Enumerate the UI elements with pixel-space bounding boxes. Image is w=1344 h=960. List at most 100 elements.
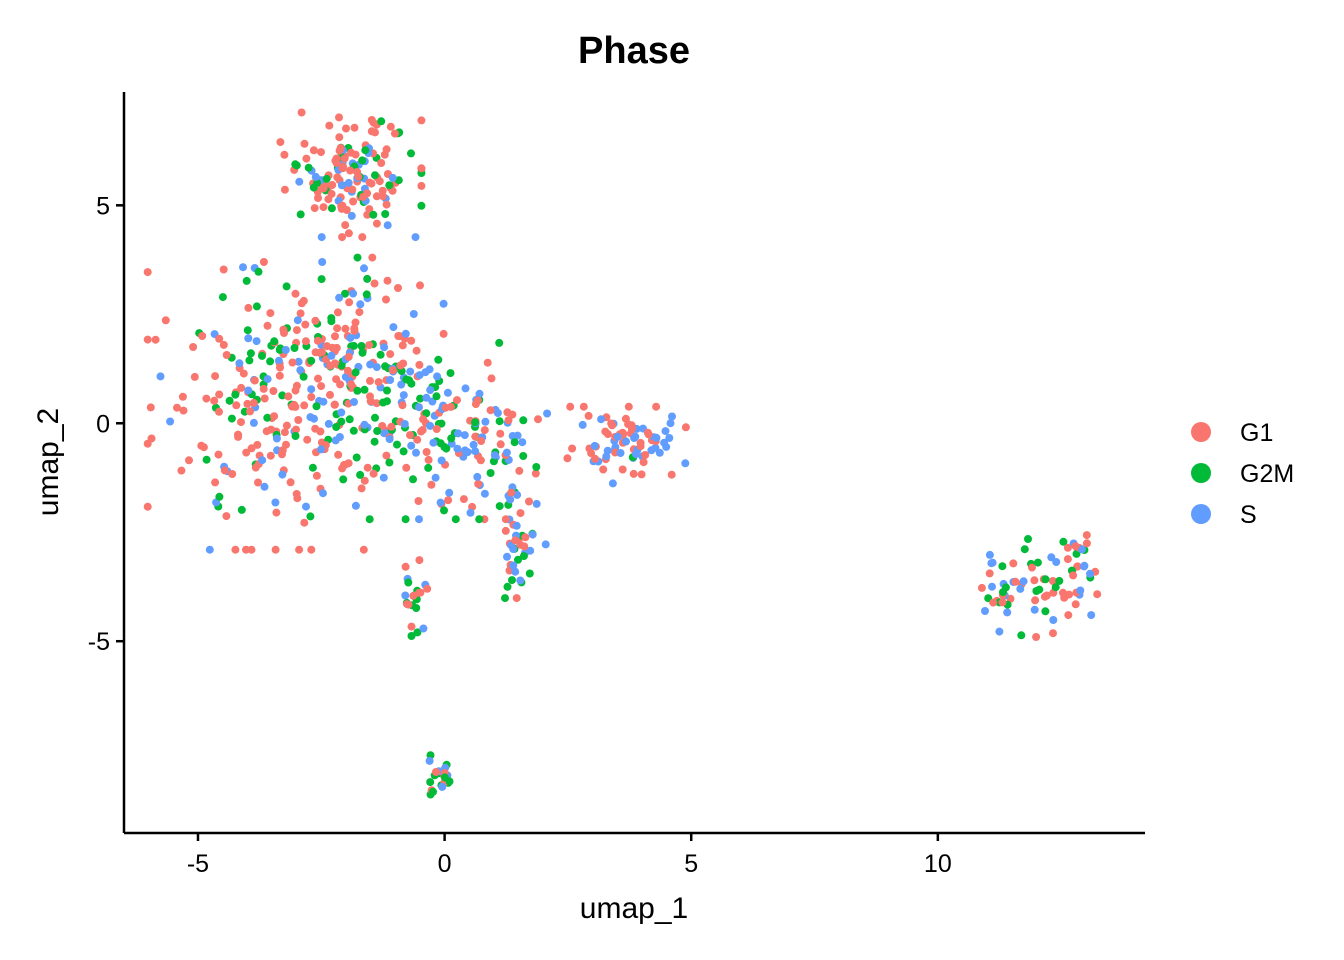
point-s: [439, 299, 448, 308]
point-g2m: [357, 342, 366, 350]
point-g1: [432, 768, 440, 776]
point-g2m: [370, 437, 379, 446]
x-axis-ticks: -5 0 5 10: [187, 833, 952, 878]
point-s: [631, 432, 640, 441]
point-g1: [247, 545, 256, 554]
point-g2m: [1035, 585, 1044, 594]
point-g1: [681, 423, 690, 432]
point-g1: [272, 508, 281, 517]
point-g1: [591, 454, 599, 463]
point-g1: [459, 495, 468, 504]
point-g2m: [475, 515, 484, 524]
point-g2m: [489, 457, 498, 466]
point-g1: [398, 401, 407, 410]
point-g1: [330, 400, 339, 409]
point-g1: [220, 466, 229, 475]
point-g1: [326, 390, 334, 399]
point-s: [311, 172, 320, 181]
point-g1: [266, 309, 275, 318]
point-g1: [363, 210, 372, 219]
point-g1: [327, 189, 336, 198]
point-g1: [369, 469, 378, 478]
point-s: [431, 473, 440, 482]
point-g2m: [532, 463, 541, 471]
point-g1: [366, 392, 374, 401]
point-s: [988, 582, 996, 591]
point-s: [360, 264, 368, 273]
point-g2m: [1024, 535, 1032, 543]
point-g1: [563, 454, 572, 463]
point-g2m: [258, 351, 266, 360]
point-g2m: [402, 375, 411, 384]
point-s: [437, 456, 446, 465]
point-s: [317, 445, 325, 454]
point-s: [429, 438, 438, 447]
point-g2m: [404, 578, 413, 587]
point-g2m: [290, 344, 299, 352]
point-g1: [189, 343, 198, 351]
point-g1: [534, 415, 542, 424]
point-g1: [303, 435, 312, 444]
point-g1: [349, 197, 358, 206]
point-g2m: [358, 156, 367, 165]
point-s: [597, 415, 606, 424]
point-g1: [210, 396, 219, 405]
point-g1: [239, 369, 248, 378]
point-s: [274, 356, 283, 365]
point-g2m: [358, 348, 367, 357]
y-tick-label: 0: [96, 410, 110, 438]
point-g1: [608, 421, 617, 430]
point-g1: [266, 451, 275, 460]
point-g1: [317, 382, 326, 391]
point-g2m: [447, 434, 456, 443]
point-g1: [332, 375, 341, 384]
legend-key-g1: [1191, 422, 1211, 442]
point-g1: [301, 320, 310, 329]
point-s: [415, 515, 423, 524]
point-g1: [222, 512, 231, 521]
point-g1: [342, 124, 350, 133]
point-g1: [372, 399, 381, 408]
point-s: [386, 376, 395, 384]
point-g2m: [327, 317, 336, 326]
y-axis-ticks: 5 0 -5: [88, 192, 124, 656]
point-g2m: [424, 463, 433, 472]
point-g2m: [434, 355, 443, 364]
point-g2m: [322, 174, 331, 183]
point-g2m: [440, 773, 449, 782]
point-g1: [496, 440, 505, 449]
point-g2m: [317, 275, 326, 284]
point-g1: [1048, 577, 1057, 585]
point-g2m: [254, 267, 263, 276]
point-s: [1076, 586, 1085, 595]
point-g1: [503, 408, 512, 417]
point-g2m: [349, 341, 358, 350]
point-s: [512, 521, 521, 530]
point-g1: [243, 399, 252, 408]
point-g1: [292, 381, 301, 390]
point-g1: [599, 465, 608, 474]
legend-key-g2m: [1191, 463, 1211, 483]
point-g2m: [252, 302, 261, 311]
point-s: [987, 559, 996, 568]
point-g2m: [1059, 537, 1068, 546]
point-g2m: [245, 356, 254, 365]
point-s: [426, 386, 435, 394]
point-g1: [282, 421, 291, 430]
point-g1: [516, 509, 525, 518]
point-g2m: [202, 455, 211, 464]
point-g1: [330, 359, 339, 368]
point-s: [668, 412, 676, 421]
point-g1: [338, 233, 347, 242]
point-g1: [291, 402, 300, 411]
point-g2m: [345, 415, 354, 424]
point-g2m: [519, 416, 528, 425]
point-g2m: [278, 391, 287, 400]
point-g1: [398, 341, 407, 350]
point-g1: [259, 258, 268, 266]
point-s: [518, 438, 527, 447]
point-g1: [363, 463, 372, 472]
point-g1: [215, 407, 223, 416]
point-g2m: [440, 506, 448, 515]
